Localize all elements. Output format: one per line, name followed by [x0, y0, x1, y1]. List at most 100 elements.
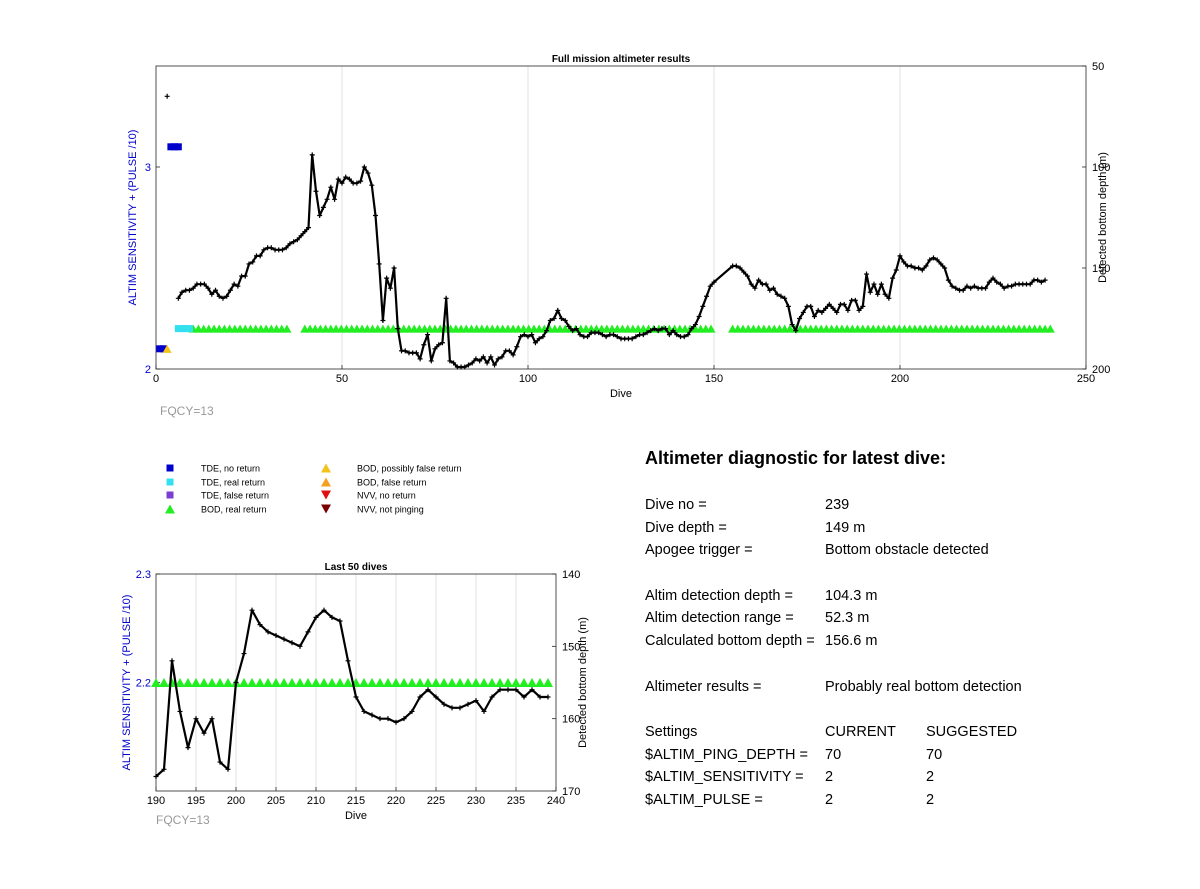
current-header: CURRENT	[825, 723, 896, 740]
x-tick-label: 190	[147, 795, 165, 807]
depth-point	[369, 182, 375, 188]
depth-point	[633, 334, 639, 340]
x-tick-label: 230	[467, 795, 485, 807]
depth-point	[387, 285, 393, 291]
depth-point	[558, 316, 564, 321]
depth-point	[213, 287, 219, 293]
depth-point	[432, 346, 438, 352]
y-left-tick-label: 2	[145, 364, 151, 376]
x-tick-label: 200	[227, 795, 245, 807]
depth-point	[179, 289, 185, 295]
setting-suggested: 70	[926, 746, 943, 763]
bod-real-return-marker	[319, 678, 329, 687]
depth-point	[241, 651, 247, 657]
bod-real-return-marker	[335, 678, 345, 687]
bod-real-return-marker	[407, 678, 417, 687]
detection-depth-label: Altim detection depth =	[645, 587, 793, 604]
depth-point	[346, 176, 352, 182]
depth-point	[209, 716, 215, 722]
calculated-bottom-label: Calculated bottom depth =	[645, 633, 815, 650]
legend-label: BOD, real return	[201, 505, 267, 515]
dive-no-label: Dive no =	[645, 497, 707, 513]
depth-point	[361, 708, 367, 714]
depth-point	[417, 356, 423, 362]
depth-point	[233, 680, 239, 685]
x-tick-label: 0	[153, 373, 159, 385]
bod-real-return-marker	[199, 678, 209, 687]
depth-point	[990, 275, 996, 281]
depth-point	[480, 354, 486, 360]
legend-marker	[166, 491, 174, 499]
tde-no-return-marker	[174, 143, 182, 151]
detection-range-value: 52.3 m	[825, 610, 870, 627]
legend-label: TDE, false return	[201, 491, 269, 501]
depth-point	[737, 265, 743, 271]
depth-point	[555, 307, 561, 313]
depth-point	[707, 283, 713, 289]
depth-point	[953, 285, 959, 291]
depth-point	[380, 318, 386, 324]
depth-point	[395, 326, 401, 332]
dive-no-value: 239	[825, 497, 850, 513]
setting-current: 70	[825, 746, 842, 763]
altimeter-results-value: Probably real bottom detection	[825, 678, 1022, 695]
depth-point	[473, 698, 479, 704]
depth-point	[220, 295, 226, 301]
depth-point	[298, 233, 304, 239]
depth-point	[949, 283, 955, 289]
depth-point	[185, 745, 191, 751]
depth-point	[372, 212, 378, 218]
depth-point	[852, 297, 858, 303]
dive-depth-label: Dive depth =	[645, 519, 727, 536]
depth-point	[457, 705, 463, 711]
depth-point	[596, 330, 602, 336]
depth-point	[417, 694, 423, 700]
depth-point	[648, 328, 654, 334]
depth-point	[733, 263, 739, 269]
depth-point	[845, 307, 851, 313]
depth-point	[986, 279, 992, 285]
depth-point	[413, 350, 419, 356]
depth-point	[306, 225, 312, 231]
tde-no-return-marker	[159, 345, 167, 353]
bod-real-return-marker	[282, 324, 292, 333]
depth-point	[376, 261, 382, 267]
y-right-tick-label: 160	[562, 714, 580, 726]
tde-no-return-marker	[156, 345, 164, 353]
y-right-tick-label: 200	[1092, 364, 1110, 376]
depth-point	[469, 360, 475, 366]
depth-point	[309, 152, 315, 158]
depth-point	[674, 332, 680, 338]
legend-label: BOD, false return	[357, 478, 427, 488]
depth-point	[291, 239, 297, 245]
depth-point	[521, 694, 527, 700]
y-right-tick-label: 170	[562, 786, 580, 798]
depth-point	[320, 204, 326, 210]
depth-point	[547, 318, 553, 324]
depth-point	[1001, 285, 1007, 291]
depth-point	[536, 336, 542, 342]
depth-point	[860, 303, 866, 309]
depth-point	[741, 269, 747, 275]
y-left-tick-label: 2.2	[136, 678, 151, 690]
depth-point	[249, 607, 255, 613]
depth-point	[893, 267, 899, 273]
depth-point	[945, 277, 951, 283]
depth-point	[216, 293, 222, 299]
bod-real-return-marker	[207, 678, 217, 687]
depth-point	[345, 658, 351, 664]
legend-marker	[166, 478, 174, 486]
depth-point	[337, 618, 343, 624]
suggested-header: SUGGESTED	[926, 723, 1018, 740]
depth-point	[231, 281, 237, 287]
bod-real-return-marker	[495, 678, 505, 687]
depth-point	[521, 332, 527, 338]
depth-point	[685, 332, 691, 338]
bod-real-return-marker	[1045, 324, 1055, 333]
y-right-axis-label: Detected bottom depth (m)	[1097, 152, 1109, 283]
bod-real-return-marker	[423, 678, 433, 687]
depth-point	[897, 253, 903, 259]
altimeter-results-label: Altimeter results =	[645, 678, 762, 695]
depth-point	[540, 334, 546, 340]
